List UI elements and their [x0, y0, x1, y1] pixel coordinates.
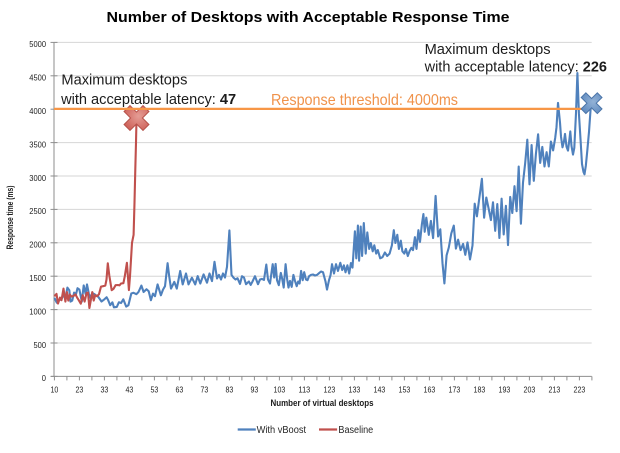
svg-text:213: 213 — [549, 385, 561, 394]
svg-text:43: 43 — [126, 385, 134, 394]
svg-text:Maximum desktops: Maximum desktops — [61, 73, 187, 89]
svg-text:113: 113 — [299, 385, 311, 394]
svg-text:73: 73 — [201, 385, 209, 394]
svg-text:500: 500 — [34, 340, 47, 350]
svg-text:Response time (ms): Response time (ms) — [5, 186, 15, 250]
svg-text:33: 33 — [101, 385, 109, 394]
svg-text:153: 153 — [399, 385, 411, 394]
svg-text:133: 133 — [349, 385, 361, 394]
svg-text:Baseline: Baseline — [338, 425, 373, 436]
svg-text:2500: 2500 — [29, 206, 46, 216]
svg-text:163: 163 — [424, 385, 436, 394]
svg-text:4000: 4000 — [29, 106, 46, 116]
svg-text:83: 83 — [226, 385, 234, 394]
svg-text:203: 203 — [524, 385, 536, 394]
svg-text:4500: 4500 — [29, 73, 46, 83]
svg-text:0: 0 — [42, 373, 46, 383]
svg-text:123: 123 — [324, 385, 336, 394]
svg-text:53: 53 — [151, 385, 159, 394]
svg-text:With vBoost: With vBoost — [257, 425, 307, 436]
svg-text:with acceptable latency: 47: with acceptable latency: 47 — [60, 92, 236, 108]
svg-text:10: 10 — [51, 385, 59, 394]
svg-text:Number of virtual desktops: Number of virtual desktops — [271, 398, 374, 409]
svg-text:103: 103 — [274, 385, 286, 394]
svg-text:183: 183 — [474, 385, 486, 394]
svg-text:143: 143 — [374, 385, 386, 394]
svg-text:with acceptable latency: 226: with acceptable latency: 226 — [424, 60, 607, 76]
svg-text:2000: 2000 — [29, 240, 46, 250]
svg-text:173: 173 — [449, 385, 461, 394]
svg-text:223: 223 — [574, 385, 586, 394]
svg-text:1000: 1000 — [29, 306, 46, 316]
svg-text:Response threshold: 4000ms: Response threshold: 4000ms — [271, 92, 458, 109]
svg-text:3000: 3000 — [29, 173, 46, 183]
svg-text:1500: 1500 — [29, 273, 46, 283]
svg-text:63: 63 — [176, 385, 184, 394]
svg-text:Maximum desktops: Maximum desktops — [425, 42, 551, 58]
svg-text:23: 23 — [76, 385, 84, 394]
svg-text:Number of Desktops with Accept: Number of Desktops with Acceptable Respo… — [107, 10, 510, 26]
svg-text:5000: 5000 — [29, 39, 46, 49]
svg-text:3500: 3500 — [29, 139, 46, 149]
svg-text:193: 193 — [499, 385, 511, 394]
svg-text:93: 93 — [251, 385, 259, 394]
